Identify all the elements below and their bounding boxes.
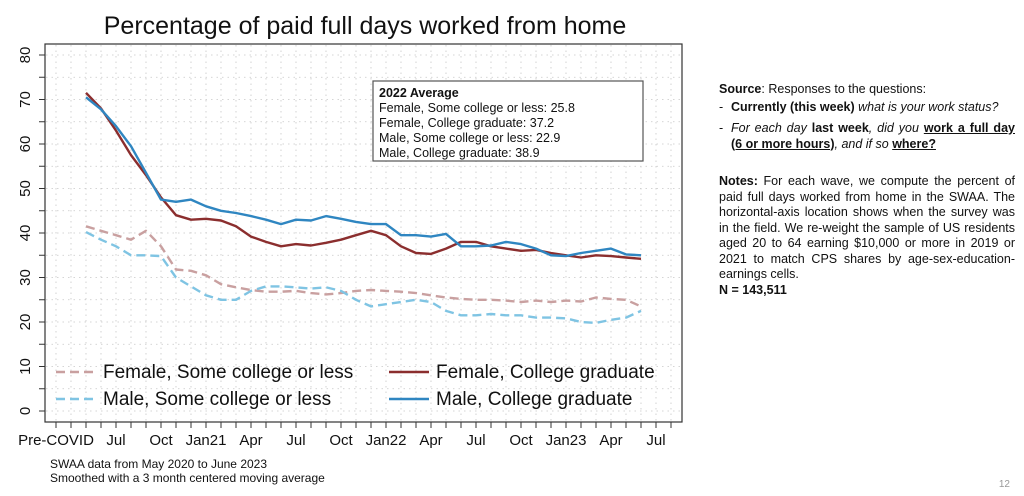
legend-female-college-grad: Female, College graduate	[436, 362, 655, 383]
source-notes-panel: Source: Responses to the questions: - Cur…	[719, 82, 1015, 298]
annotation-box: 2022 Average Female, Some college or les…	[372, 80, 644, 162]
x-tick-label: Jan23	[546, 432, 587, 449]
x-tick-label: Oct	[329, 432, 353, 449]
page-number: 12	[998, 479, 1010, 490]
x-tick-label: Oct	[509, 432, 533, 449]
y-tick-label: 30	[17, 269, 34, 286]
footnote-line: SWAA data from May 2020 to June 2023	[50, 457, 268, 471]
x-tick-label: Jul	[646, 432, 665, 449]
x-tick-label: Jan21	[186, 432, 227, 449]
x-axis: Pre-COVID Jul Oct Jan21 Apr Jul Oct Jan22 Apr Jul…	[18, 422, 672, 449]
footnote-line: Smoothed with a 3 month centered moving …	[50, 471, 325, 485]
annotation-line: Male, Some college or less: 22.9	[379, 131, 560, 145]
y-tick-label: 0	[17, 407, 34, 415]
annotation-line: Female, Some college or less: 25.8	[379, 101, 575, 115]
legend-male-some-college: Male, Some college or less	[103, 389, 331, 410]
series-line	[85, 225, 642, 308]
footnote: SWAA data from May 2020 to June 2023 Smo…	[50, 457, 325, 485]
annotation-line: Female, College graduate: 37.2	[379, 116, 554, 130]
x-tick-label: Jul	[106, 432, 125, 449]
line-chart: 0 10 20 30 40 50 60 70 80 Pre-COVID Jul Oct Jan21 Ap…	[17, 43, 683, 449]
y-tick-label: 60	[17, 136, 34, 153]
y-tick-label: 50	[17, 180, 34, 197]
series-line	[85, 231, 642, 325]
x-tick-label: Apr	[239, 432, 262, 449]
x-tick-label: Jul	[466, 432, 485, 449]
y-tick-label: 40	[17, 225, 34, 242]
x-tick-label: Pre-COVID	[18, 432, 94, 449]
question-2: - For each day last week, did you work a …	[719, 121, 1015, 151]
sample-size: N = 143,511	[719, 282, 787, 297]
x-tick-label: Apr	[599, 432, 622, 449]
legend: Female, Some college or less Male, Some …	[56, 362, 655, 410]
y-tick-label: 10	[17, 358, 34, 375]
series-lines	[85, 91, 642, 325]
series-line	[85, 96, 642, 258]
question-1: - Currently (this week) what is your work…	[719, 99, 999, 114]
legend-male-college-grad: Male, College graduate	[436, 389, 632, 410]
annotation-title: 2022 Average	[379, 86, 459, 100]
legend-female-some-college: Female, Some college or less	[103, 362, 353, 383]
grid-lines	[46, 45, 681, 421]
y-axis: 0 10 20 30 40 50 60 70 80	[17, 47, 45, 415]
x-tick-label: Jul	[286, 432, 305, 449]
notes-paragraph: Notes: For each wave, we compute the per…	[719, 174, 1015, 281]
y-tick-label: 70	[17, 91, 34, 108]
x-tick-label: Oct	[149, 432, 173, 449]
x-tick-label: Jan22	[366, 432, 407, 449]
y-tick-label: 20	[17, 314, 34, 331]
source-heading: Source: Responses to the questions:	[719, 82, 927, 96]
y-tick-label: 80	[17, 47, 34, 64]
series-line	[85, 91, 642, 260]
x-tick-label: Apr	[419, 432, 442, 449]
annotation-line: Male, College graduate: 38.9	[379, 146, 540, 160]
chart-title: Percentage of paid full days worked from…	[103, 12, 627, 40]
